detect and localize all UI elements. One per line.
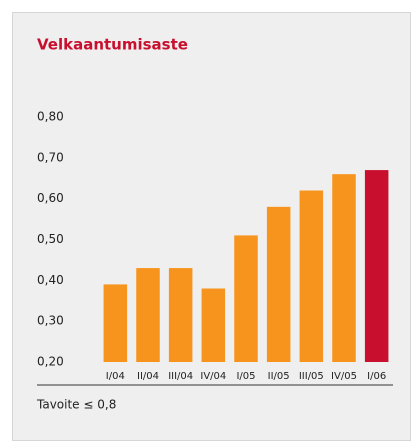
bar [364, 170, 389, 362]
bar [234, 235, 258, 362]
x-tick-label: IV/04 [200, 371, 226, 382]
x-tick-label: III/05 [299, 371, 324, 382]
x-tick-label: I/06 [367, 371, 386, 382]
y-tick-label: 0,60 [37, 191, 64, 205]
bar [168, 268, 193, 362]
y-tick-label: 0,80 [37, 110, 64, 124]
bar [201, 288, 226, 362]
bar [299, 190, 324, 362]
y-tick-label: 0,30 [37, 314, 64, 328]
annotation: Tavoite ≤ 0,8 [36, 398, 116, 412]
y-tick-label: 0,40 [37, 273, 64, 287]
x-tick-label: IV/05 [331, 371, 357, 382]
bar [332, 174, 356, 362]
x-tick-label: III/04 [168, 371, 193, 382]
x-tick-label: II/04 [137, 371, 159, 382]
x-tick-label: I/05 [236, 371, 255, 382]
x-tick-label: II/05 [268, 371, 290, 382]
bar [136, 268, 160, 362]
bar [266, 206, 291, 362]
y-tick-label: 0,50 [37, 232, 64, 246]
x-tick-label: I/04 [106, 371, 125, 382]
chart-title: Velkaantumisaste [37, 36, 188, 54]
bar [103, 284, 128, 362]
y-tick-label: 0,70 [37, 150, 64, 164]
y-tick-label: 0,20 [37, 355, 64, 369]
